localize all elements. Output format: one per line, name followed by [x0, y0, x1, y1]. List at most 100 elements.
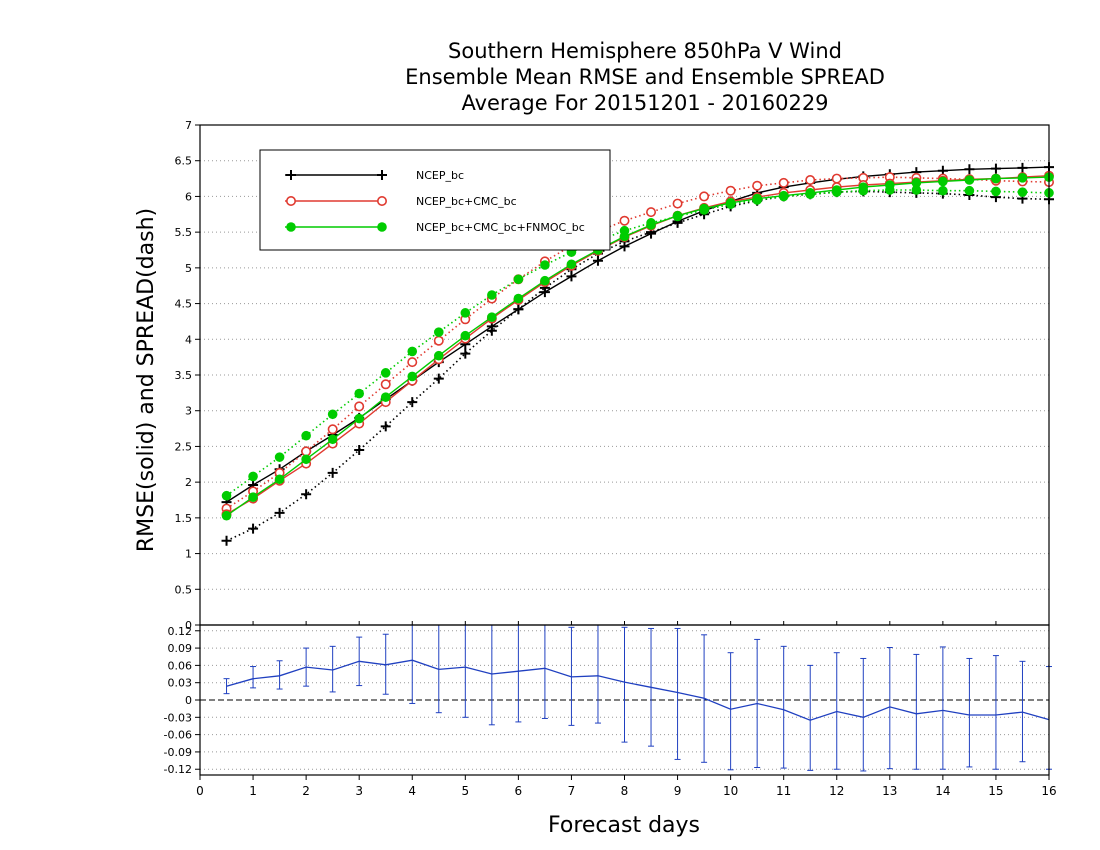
- plus-marker: [354, 445, 365, 455]
- open-circle-marker: [778, 177, 789, 188]
- y-tick-label: 2: [185, 476, 192, 489]
- bottom-y-axis-ticks: 0.12 0.09 0.06 0.03 0 -0.03 -0.06 -0.09 -0.12: [164, 625, 200, 776]
- chart-title-group: Southern Hemisphere 850hPa V WindEnsembl…: [405, 39, 885, 115]
- y-tick-label: 3.5: [175, 369, 193, 382]
- open-circle-marker: [376, 196, 387, 207]
- chart-title-line: Ensemble Mean RMSE and Ensemble SPREAD: [405, 65, 885, 89]
- filled-circle-marker: [911, 185, 922, 195]
- plus-marker: [539, 287, 550, 298]
- filled-circle-marker: [248, 471, 258, 482]
- open-circle-marker: [619, 215, 630, 226]
- chart-title-line: Southern Hemisphere 850hPa V Wind: [448, 39, 842, 63]
- plus-marker: [592, 255, 603, 266]
- plus-marker: [566, 271, 577, 282]
- open-circle-marker: [752, 180, 763, 191]
- y-tick-label: -0.09: [164, 746, 192, 759]
- open-circle-marker: [805, 175, 816, 186]
- x-tick-label: 9: [674, 784, 682, 798]
- filled-circle-marker: [725, 198, 736, 208]
- y-tick-label: 0.5: [175, 583, 193, 596]
- filled-circle-marker: [377, 222, 387, 232]
- open-circle-marker: [354, 401, 365, 412]
- plus-marker: [274, 507, 285, 518]
- x-tick-label: 16: [1041, 784, 1056, 798]
- x-tick-label: 10: [723, 784, 738, 798]
- y-tick-label: 0: [185, 694, 192, 707]
- filled-circle-marker: [778, 190, 789, 201]
- filled-circle-marker: [433, 350, 444, 361]
- filled-circle-marker: [805, 188, 816, 198]
- filled-circle-marker: [991, 173, 1001, 184]
- plus-marker: [301, 489, 312, 500]
- filled-circle-marker: [566, 259, 577, 270]
- top-y-axis-ticks: 0 0.5 1 1.5 2 2.5 3 3.5 4 4.5 5 5.5 6 6.5 7: [175, 119, 200, 632]
- plus-marker: [460, 348, 471, 359]
- x-tick-label: 6: [515, 784, 523, 798]
- open-circle-marker: [433, 335, 444, 346]
- plus-marker: [407, 397, 418, 408]
- filled-circle-marker: [286, 222, 296, 232]
- filled-circle-marker: [964, 185, 975, 196]
- y-tick-label: 7: [185, 119, 192, 132]
- filled-circle-marker: [248, 492, 258, 502]
- filled-circle-marker: [433, 327, 444, 337]
- filled-circle-marker: [221, 490, 232, 501]
- legend-box: [259, 149, 611, 251]
- x-tick-label: 1: [249, 784, 257, 798]
- y-tick-label: 0.06: [168, 659, 193, 672]
- filled-circle-marker: [460, 330, 471, 341]
- x-tick-label: 12: [829, 784, 844, 798]
- open-circle-marker: [699, 191, 710, 202]
- legend-entry: NCEP_bc+CMC_bc+FNMOC_bc: [285, 221, 585, 234]
- plus-marker: [619, 241, 630, 252]
- y-tick-label: -0.06: [164, 729, 192, 742]
- legend: NCEP_bc NCEP_bc+CMC_bc NCEP_bc+CMC_bc+FNMO…: [259, 149, 611, 251]
- filled-circle-marker: [380, 392, 391, 402]
- filled-circle-marker: [327, 409, 338, 420]
- open-circle-marker: [831, 173, 842, 184]
- filled-circle-marker: [540, 275, 550, 286]
- top-panel-series: [221, 162, 1055, 546]
- open-circle-marker: [380, 379, 391, 390]
- filled-circle-marker: [327, 434, 338, 445]
- y-tick-label: 4: [185, 333, 192, 346]
- y-tick-label: 5.5: [175, 226, 193, 239]
- open-circle-marker: [285, 196, 296, 207]
- y-axis-label: RMSE(solid) and SPREAD(dash): [134, 208, 159, 552]
- plus-marker: [377, 170, 387, 180]
- filled-circle-marker: [672, 210, 683, 221]
- top-panel-grid: [200, 160, 1049, 590]
- plus-marker: [380, 421, 391, 432]
- open-circle-marker: [672, 198, 683, 209]
- y-tick-label: 0.09: [168, 642, 193, 655]
- filled-circle-marker: [354, 413, 364, 424]
- plus-marker: [990, 163, 1001, 174]
- filled-circle-marker: [991, 186, 1001, 197]
- filled-circle-marker: [938, 185, 948, 196]
- series-0: [221, 162, 1054, 546]
- filled-circle-marker: [911, 178, 922, 188]
- filled-circle-marker: [487, 290, 497, 300]
- filled-circle-marker: [274, 452, 285, 462]
- plus-marker: [1017, 162, 1028, 173]
- filled-circle-marker: [646, 220, 656, 230]
- legend-entry: NCEP_bc+CMC_bc: [285, 195, 517, 208]
- plus-marker: [221, 535, 232, 546]
- x-tick-label: 15: [988, 784, 1003, 798]
- y-tick-label: 4.5: [175, 298, 193, 311]
- plus-marker: [513, 304, 524, 315]
- filled-circle-marker: [619, 231, 630, 242]
- plus-marker: [248, 523, 259, 534]
- filled-circle-marker: [752, 193, 762, 204]
- x-tick-label: 7: [568, 784, 576, 798]
- y-tick-label: 1: [185, 548, 192, 561]
- plus-marker: [286, 170, 296, 180]
- plus-marker: [964, 164, 975, 175]
- x-tick-label: 5: [461, 784, 469, 798]
- y-tick-label: 6: [185, 190, 192, 203]
- filled-circle-marker: [380, 368, 391, 378]
- y-tick-label: 2.5: [175, 440, 193, 453]
- filled-circle-marker: [513, 274, 524, 285]
- spread-line: [226, 190, 1050, 542]
- filled-circle-marker: [407, 346, 418, 357]
